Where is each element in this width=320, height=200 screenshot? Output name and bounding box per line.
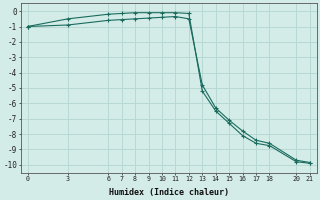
X-axis label: Humidex (Indice chaleur): Humidex (Indice chaleur) [109,188,229,197]
